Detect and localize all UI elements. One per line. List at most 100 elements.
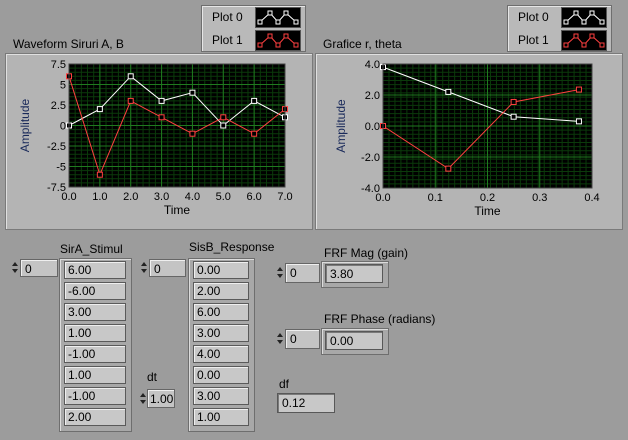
legend-plot-1[interactable]: Plot 1 bbox=[508, 29, 611, 51]
series-1-point bbox=[575, 86, 582, 93]
sisb-response-cell[interactable]: 2.00 bbox=[193, 282, 249, 300]
x-tick-label: 0.3 bbox=[532, 192, 547, 204]
frf-phase-array: 0.00 bbox=[321, 328, 389, 355]
dt-label: dt bbox=[147, 370, 158, 384]
plot-border bbox=[382, 63, 593, 189]
plot-1-style-icon[interactable] bbox=[561, 30, 607, 51]
sira-stimul-cell[interactable]: 1.00 bbox=[64, 366, 126, 384]
sira-stimul-label: SirA_Stimul bbox=[60, 242, 123, 256]
sisb-response-cell[interactable]: 6.00 bbox=[193, 303, 249, 321]
graph-b-legend[interactable]: Plot 0 Plot 1 bbox=[507, 5, 612, 52]
frf-phase-index-input[interactable]: 0 bbox=[285, 329, 320, 349]
increment-arrow-icon[interactable] bbox=[12, 262, 18, 266]
sira-stimul-cell[interactable]: -1.00 bbox=[64, 387, 126, 405]
decrement-arrow-icon[interactable] bbox=[141, 269, 147, 273]
sisb-response-label: SisB_Response bbox=[189, 240, 275, 254]
y-tick-label: 2.0 bbox=[365, 90, 380, 102]
sisb-response-cell[interactable]: 0.00 bbox=[193, 261, 249, 279]
x-tick-label: 7.0 bbox=[277, 191, 292, 203]
dt-input[interactable]: 1.00 bbox=[147, 389, 175, 408]
series-0-point bbox=[220, 122, 227, 129]
legend-plot-1-label: Plot 1 bbox=[518, 33, 549, 47]
sira-index-spinner[interactable] bbox=[12, 259, 20, 277]
legend-plot-0-label: Plot 0 bbox=[212, 10, 243, 24]
plot-1-style-icon[interactable] bbox=[255, 30, 301, 51]
plot-0-style-icon[interactable] bbox=[561, 7, 607, 28]
frf-phase-value: 0.00 bbox=[325, 331, 383, 350]
x-tick-label: 2.0 bbox=[123, 191, 138, 203]
legend-plot-0[interactable]: Plot 0 bbox=[202, 6, 305, 28]
decrement-arrow-icon[interactable] bbox=[277, 340, 283, 344]
series-0-point bbox=[189, 89, 196, 96]
decrement-arrow-icon[interactable] bbox=[12, 269, 18, 273]
sira-stimul-cell[interactable]: 3.00 bbox=[64, 303, 126, 321]
x-tick-label: 6.0 bbox=[246, 191, 261, 203]
increment-arrow-icon[interactable] bbox=[277, 267, 283, 271]
plot-0-style-icon[interactable] bbox=[255, 7, 301, 28]
series-0-point bbox=[127, 73, 134, 80]
frf-phase-label: FRF Phase (radians) bbox=[324, 312, 436, 326]
series-line-0 bbox=[68, 75, 286, 127]
y-tick-label: -5 bbox=[56, 162, 66, 174]
frf-mag-array: 3.80 bbox=[321, 261, 389, 288]
sisb-response-array: 0.00 2.00 6.00 3.00 4.00 0.00 3.00 1.00 bbox=[188, 258, 255, 432]
x-tick-label: 0.4 bbox=[584, 192, 599, 204]
graph-b-plot[interactable]: 0.0 0.1 0.2 0.3 0.4 4.0 2.0 0.0 -2.0 -4.0 Time Ampl… bbox=[316, 54, 622, 229]
graph-a-label: Waveform Siruri A, B bbox=[13, 37, 124, 51]
df-label: df bbox=[279, 377, 290, 391]
sisb-response-cell[interactable]: 3.00 bbox=[193, 324, 249, 342]
series-line-0 bbox=[382, 66, 579, 122]
frf-mag-index-spinner[interactable] bbox=[277, 264, 285, 282]
sira-stimul-cell[interactable]: -1.00 bbox=[64, 345, 126, 363]
plot-border bbox=[68, 63, 286, 188]
y-tick-label: -4.0 bbox=[361, 183, 380, 195]
y-tick-label: 4.0 bbox=[365, 59, 380, 71]
graph-a-plot[interactable]: 0.0 1.0 2.0 3.0 4.0 5.0 6.0 7.0 7.5 5 2.5 0 -2.5 -5 -7… bbox=[6, 54, 312, 229]
legend-plot-0-label: Plot 0 bbox=[518, 10, 549, 24]
increment-arrow-icon[interactable] bbox=[277, 333, 283, 337]
x-tick-label: 0.1 bbox=[428, 192, 443, 204]
sira-stimul-cell[interactable]: 6.00 bbox=[64, 261, 126, 279]
legend-plot-1[interactable]: Plot 1 bbox=[202, 29, 305, 51]
y-axis-label: Amplitude bbox=[334, 99, 348, 153]
sisb-index-spinner[interactable] bbox=[141, 259, 149, 277]
dt-spinner[interactable] bbox=[140, 390, 148, 408]
legend-plot-0[interactable]: Plot 0 bbox=[508, 6, 611, 28]
series-1-point bbox=[445, 165, 452, 172]
sira-stimul-cell[interactable]: -6.00 bbox=[64, 282, 126, 300]
graph-a-legend[interactable]: Plot 0 Plot 1 bbox=[201, 5, 306, 52]
series-1-point bbox=[510, 98, 517, 105]
y-tick-label: -2.0 bbox=[361, 152, 380, 164]
series-1-point bbox=[220, 114, 227, 121]
sira-index-input[interactable]: 0 bbox=[20, 259, 58, 277]
x-tick-label: 0.2 bbox=[480, 192, 495, 204]
sisb-index-input[interactable]: 0 bbox=[149, 259, 186, 277]
x-tick-label: 0.0 bbox=[61, 191, 76, 203]
x-tick-label: 1.0 bbox=[92, 191, 107, 203]
increment-arrow-icon[interactable] bbox=[140, 393, 146, 397]
frf-mag-index-input[interactable]: 0 bbox=[285, 263, 320, 283]
decrement-arrow-icon[interactable] bbox=[277, 274, 283, 278]
sisb-response-cell[interactable]: 1.00 bbox=[193, 408, 249, 426]
series-1-point bbox=[158, 114, 165, 121]
sisb-response-cell[interactable]: 0.00 bbox=[193, 366, 249, 384]
frf-mag-label: FRF Mag (gain) bbox=[324, 246, 409, 260]
frf-mag-value: 3.80 bbox=[325, 264, 383, 283]
frf-phase-index-spinner[interactable] bbox=[277, 330, 285, 348]
series-0-point bbox=[251, 97, 258, 104]
y-tick-label: 5 bbox=[60, 80, 66, 92]
x-axis-label: Time bbox=[164, 203, 191, 217]
series-0-point bbox=[96, 106, 103, 113]
x-axis-label: Time bbox=[474, 204, 501, 218]
x-tick-label: 3.0 bbox=[154, 191, 169, 203]
increment-arrow-icon[interactable] bbox=[141, 262, 147, 266]
y-tick-label: 7.5 bbox=[51, 59, 66, 71]
sira-stimul-array: 6.00 -6.00 3.00 1.00 -1.00 1.00 -1.00 2.00 bbox=[59, 258, 132, 432]
sisb-response-cell[interactable]: 4.00 bbox=[193, 345, 249, 363]
decrement-arrow-icon[interactable] bbox=[140, 400, 146, 404]
y-tick-label: -2.5 bbox=[47, 141, 66, 153]
x-tick-label: 4.0 bbox=[185, 191, 200, 203]
sira-stimul-cell[interactable]: 1.00 bbox=[64, 324, 126, 342]
sira-stimul-cell[interactable]: 2.00 bbox=[64, 408, 126, 426]
sisb-response-cell[interactable]: 3.00 bbox=[193, 387, 249, 405]
